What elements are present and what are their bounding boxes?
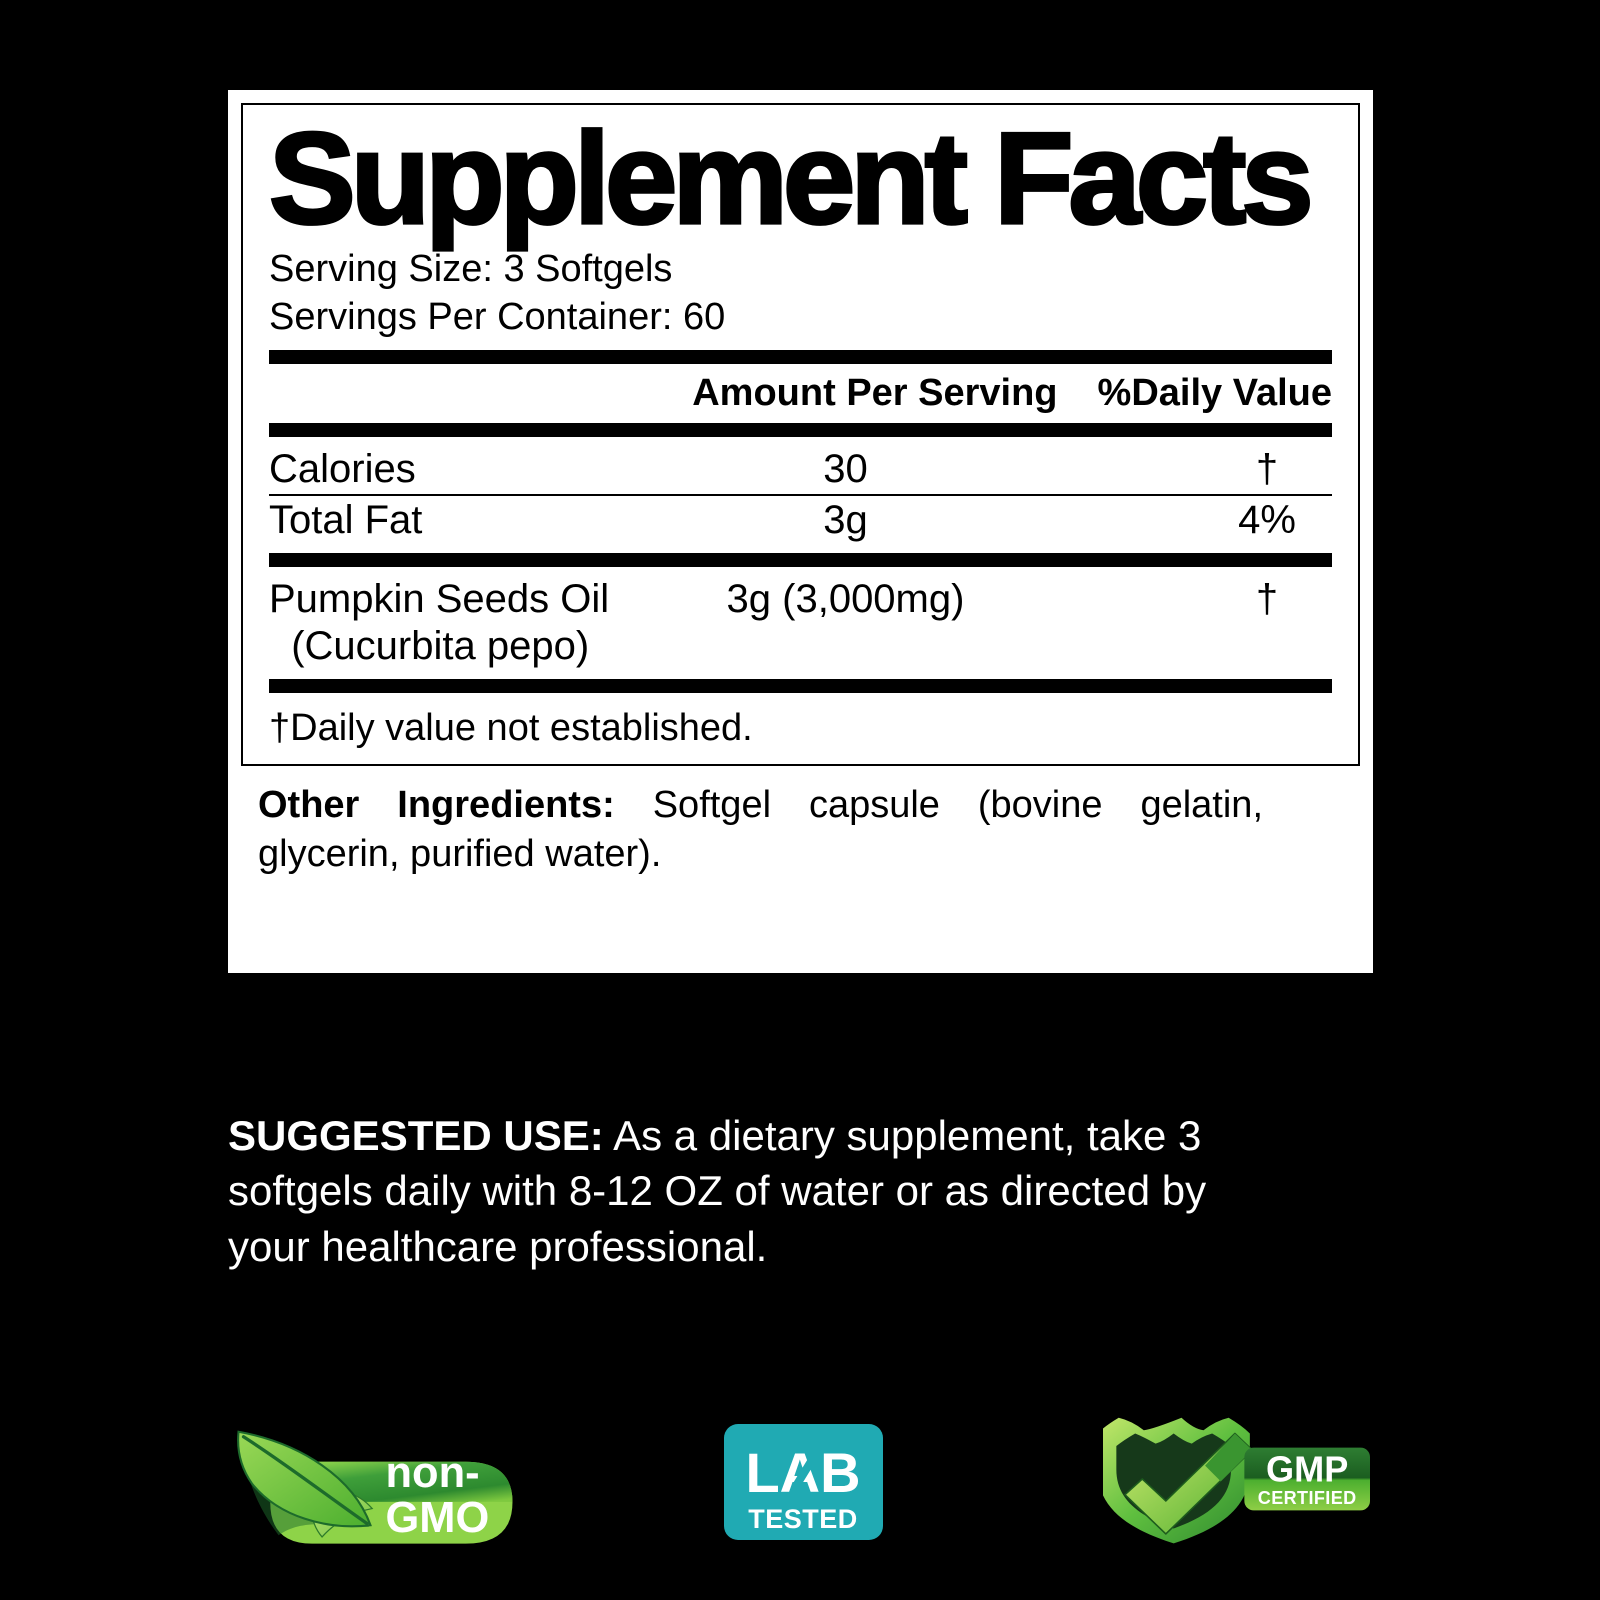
svg-text:non- GMO: non- GMO xyxy=(386,1449,490,1542)
svg-text:GMP: GMP xyxy=(1266,1448,1348,1489)
svg-text:TESTED: TESTED xyxy=(748,1504,858,1534)
svg-text:CERTIFIED: CERTIFIED xyxy=(1258,1488,1357,1508)
